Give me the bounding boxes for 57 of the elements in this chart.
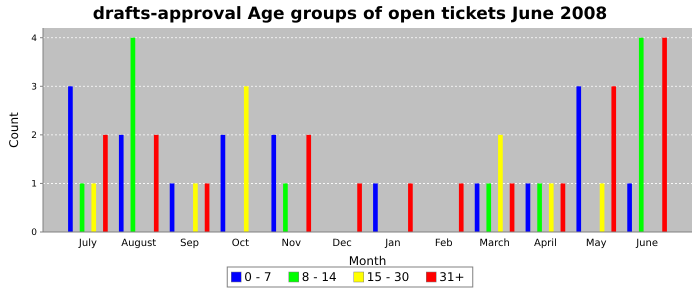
y-tick-label: 3 — [31, 82, 37, 92]
bar — [611, 86, 616, 232]
bar — [576, 86, 582, 232]
x-axis-title: Month — [348, 254, 386, 268]
bar — [68, 86, 73, 232]
bar — [458, 183, 464, 232]
bar — [600, 183, 604, 232]
x-tick-label: Sep — [180, 238, 200, 249]
x-tick-label: June — [635, 238, 658, 249]
legend-label: 0 - 7 — [244, 270, 272, 284]
bar — [510, 183, 514, 232]
bar — [357, 183, 362, 232]
bar — [408, 183, 413, 232]
bar — [537, 183, 542, 232]
x-tick-label: Feb — [434, 238, 453, 249]
bar — [80, 183, 84, 232]
x-tick-label: April — [534, 238, 557, 249]
y-tick-label: 2 — [31, 131, 37, 142]
bar — [627, 183, 632, 232]
x-tick-label: Jan — [384, 238, 401, 249]
bar — [373, 183, 378, 232]
x-tick-label: May — [586, 238, 607, 249]
bar — [526, 183, 530, 232]
bar — [154, 134, 159, 232]
bar — [244, 86, 249, 232]
legend-label: 8 - 14 — [302, 270, 337, 284]
y-tick-label: 0 — [31, 228, 38, 238]
bar — [170, 183, 174, 232]
x-tick-label: August — [121, 238, 156, 249]
bar — [486, 183, 492, 232]
bar — [91, 183, 96, 232]
bar — [474, 183, 480, 232]
bar — [130, 38, 136, 232]
bar — [548, 183, 554, 232]
bar — [103, 134, 108, 232]
bar — [638, 38, 644, 232]
chart-title: drafts-approval Age groups of open tickets June 2008 — [92, 4, 608, 24]
bar — [193, 183, 198, 232]
y-tick-label: 4 — [31, 34, 38, 44]
bar — [220, 134, 226, 232]
y-tick-label: 1 — [31, 180, 37, 190]
x-tick-label: July — [78, 238, 97, 249]
legend-label: 31+ — [439, 270, 465, 284]
y-axis-title: Count — [7, 112, 21, 148]
x-tick-label: Nov — [281, 238, 302, 249]
bar — [306, 134, 312, 232]
x-tick-label: March — [479, 238, 510, 249]
bar — [662, 38, 667, 232]
x-tick-label: Oct — [232, 238, 250, 249]
bar — [271, 134, 276, 232]
bar — [560, 183, 566, 232]
bar — [498, 134, 503, 232]
legend-label: 15 - 30 — [366, 270, 410, 284]
bar — [283, 183, 288, 232]
x-tick-label: Dec — [332, 238, 352, 249]
bar — [204, 183, 210, 232]
bar — [118, 134, 124, 232]
